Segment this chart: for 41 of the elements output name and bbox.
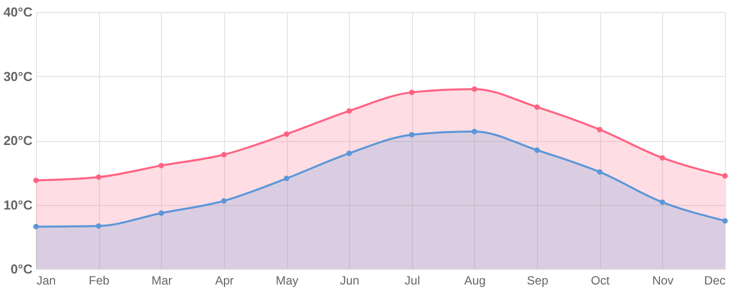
- point: [660, 199, 666, 205]
- point: [346, 150, 352, 156]
- point: [158, 162, 164, 168]
- point: [33, 178, 39, 184]
- x-tick-label: Jul: [404, 274, 420, 288]
- x-tick-label: Apr: [215, 274, 234, 288]
- point: [660, 155, 666, 161]
- point: [33, 224, 39, 230]
- y-tick-label: 10°C: [3, 197, 34, 212]
- point: [284, 131, 290, 137]
- x-tick-label: Nov: [652, 274, 674, 288]
- x-tick-label: Dec: [704, 274, 726, 288]
- x-tick-label: Jun: [340, 274, 360, 288]
- x-tick-label: Jan: [36, 274, 56, 288]
- point: [221, 198, 227, 204]
- x-tick-label: Sep: [526, 274, 549, 288]
- point: [596, 169, 602, 175]
- point: [596, 126, 602, 132]
- point: [221, 152, 227, 158]
- point: [534, 104, 540, 110]
- x-tick-label: May: [276, 274, 298, 288]
- point: [722, 173, 728, 179]
- point: [284, 176, 290, 182]
- point: [96, 174, 102, 180]
- point: [534, 147, 540, 153]
- x-tick-label: Aug: [464, 274, 486, 288]
- point: [722, 218, 728, 224]
- point: [409, 90, 415, 96]
- y-tick-label: 40°C: [3, 4, 34, 20]
- point: [96, 223, 102, 229]
- point: [472, 86, 478, 92]
- y-tick-label: 20°C: [3, 133, 34, 148]
- x-tick-label: Oct: [590, 274, 610, 288]
- point: [346, 108, 352, 114]
- y-tick-label: 0°C: [10, 262, 34, 276]
- point: [158, 210, 164, 216]
- x-tick-label: Mar: [151, 274, 172, 288]
- x-tick-label: Feb: [88, 274, 110, 288]
- point: [409, 132, 415, 138]
- y-tick-label: 30°C: [3, 68, 34, 84]
- point: [472, 128, 478, 134]
